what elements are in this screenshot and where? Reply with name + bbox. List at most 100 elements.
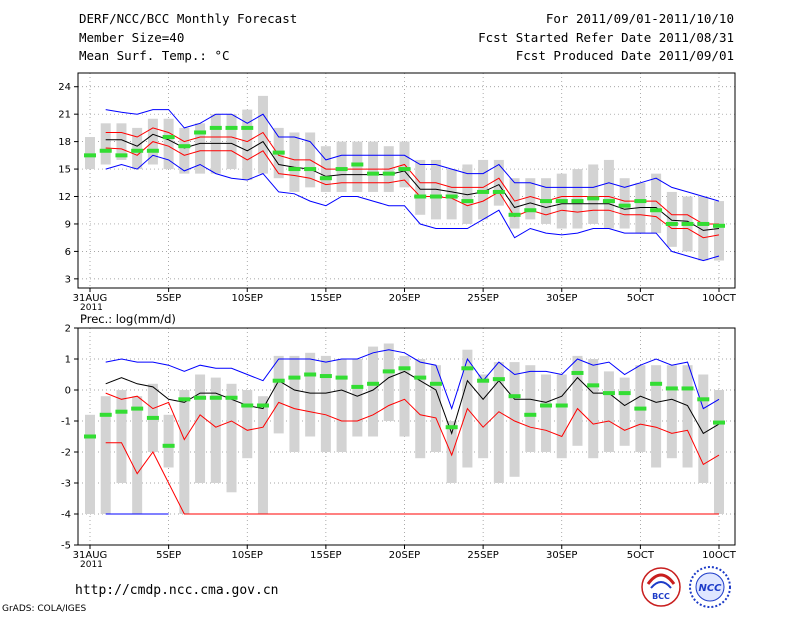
observed-marker [508,394,521,399]
observed-marker [618,203,631,208]
ensemble-box [195,123,206,174]
x-tick-label: 5OCT [627,293,655,304]
observed-marker [602,199,615,204]
observed-marker [304,167,317,172]
ensemble-box [85,137,95,170]
ensemble-box [116,123,127,160]
observed-marker [555,199,568,204]
observed-marker [335,167,348,172]
observed-marker [650,381,663,386]
ensemble-box [509,362,520,477]
observed-marker [477,378,490,383]
observed-marker [209,125,222,130]
observed-marker [382,171,395,176]
ensemble-box [682,365,693,468]
series-upper-line [105,127,719,225]
ensemble-box [210,377,221,483]
observed-marker [697,221,710,226]
observed-marker [634,406,647,411]
observed-marker [99,412,112,417]
series-lower-line [105,442,719,515]
observed-marker [524,412,537,417]
member-size: Member Size=40 [79,30,185,45]
ensemble-box [415,159,426,215]
footer-url[interactable]: http://cmdp.ncc.cma.gov.cn [75,583,279,598]
observed-marker [84,434,96,439]
observed-marker [256,403,269,408]
observed-marker [540,403,553,408]
observed-marker [398,366,411,371]
variable-label: Mean Surf. Temp.: °C [79,48,230,63]
x-tick-label: 31AUG [73,550,108,561]
ensemble-box [446,421,457,483]
ensemble-box [603,371,614,452]
grads-credit: GrADS: COLA/IGES [2,604,87,614]
observed-marker [697,397,710,402]
ensemble-box [273,355,284,434]
ensemble-box [651,365,662,468]
ensemble-box [714,390,724,514]
precip-title: Prec.: log(mm/d) [80,312,176,326]
ensemble-box [651,173,662,234]
ensemble-box [478,159,489,220]
ensemble-box [257,95,268,174]
observed-marker [650,208,663,213]
observed-marker [162,443,175,448]
ensemble-box [383,343,394,421]
ensemble-box [100,396,111,514]
ensemble-box [163,118,174,170]
y-tick-label: -1 [61,417,71,428]
observed-marker [319,374,332,379]
ensemble-box [320,355,331,452]
ensemble-box [588,359,599,459]
observed-marker [131,406,144,411]
x-tick-year-label: 2011 [80,560,103,570]
observed-marker [319,176,332,181]
x-tick-label: 5OCT [627,550,655,561]
ensemble-box [257,396,268,514]
x-tick-label: 15SEP [310,293,341,304]
observed-marker [713,420,725,425]
observed-marker [194,130,207,135]
y-tick-label: 18 [58,137,71,148]
ensemble-box [242,109,253,181]
y-tick-label: -5 [61,541,71,552]
series-max-line [105,109,720,202]
series-lower-line [105,141,720,239]
observed-marker [146,415,159,420]
observed-marker [508,212,521,217]
x-tick-label: 20SEP [389,293,420,304]
x-tick-label: 15SEP [310,550,341,561]
y-tick-label: 6 [65,247,71,258]
y-tick-label: 9 [65,219,71,230]
observed-marker [429,194,442,199]
ensemble-box [116,390,127,483]
ensemble-box [509,178,520,229]
observed-marker [288,375,301,380]
x-tick-label: 10OCT [702,550,737,561]
observed-marker [618,391,631,396]
observed-marker [492,377,505,382]
ensemble-box [179,127,190,174]
x-tick-label: 25SEP [467,293,498,304]
ensemble-box [619,178,630,229]
ensemble-box [493,159,504,206]
series-min-line [105,154,720,262]
observed-marker [115,153,128,158]
forecast-period: For 2011/09/01-2011/10/10 [545,11,734,26]
x-tick-label: 10OCT [702,293,737,304]
ensemble-box [572,355,583,446]
observed-marker [131,148,144,153]
ensemble-box [525,365,536,452]
observed-marker [540,199,553,204]
ensemble-box [179,390,190,514]
y-tick-label: -2 [61,448,71,459]
ensemble-box [478,374,489,459]
observed-marker [445,194,458,199]
observed-marker [665,221,678,226]
observed-marker [194,395,207,400]
y-tick-label: -3 [61,479,71,490]
observed-marker [288,167,301,172]
